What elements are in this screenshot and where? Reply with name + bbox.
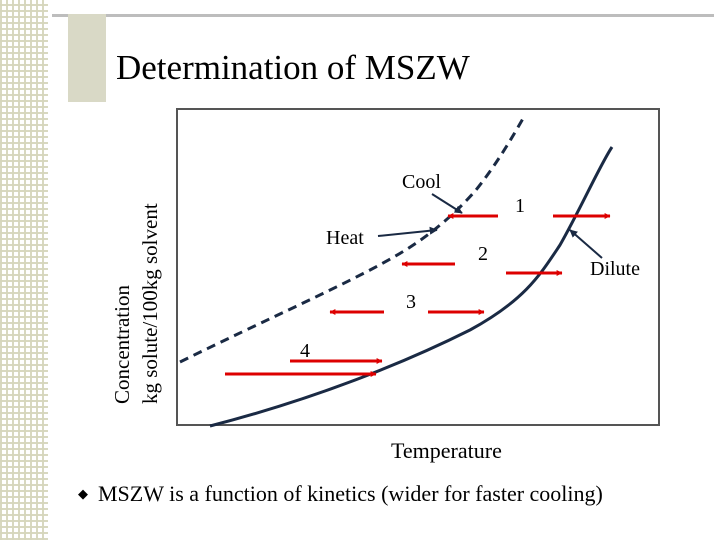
title-rule — [52, 14, 714, 17]
cool-label: Cool — [402, 171, 441, 193]
slide-title: Determination of MSZW — [116, 48, 470, 87]
bullet-point: ◆ MSZW is a function of kinetics (wider f… — [78, 480, 603, 508]
path-4-label: 4 — [300, 340, 310, 362]
left-decorative-pattern — [0, 0, 48, 540]
path-3-label: 3 — [406, 291, 416, 313]
title-accent-bar — [68, 14, 106, 102]
diamond-bullet-icon: ◆ — [78, 486, 88, 501]
heat-label: Heat — [326, 227, 364, 249]
path-2-label: 2 — [478, 243, 488, 265]
cool-pointer — [431, 193, 463, 214]
x-axis-label: Temperature — [391, 438, 502, 463]
dilute-label: Dilute — [590, 258, 640, 280]
plot-frame — [176, 108, 660, 426]
metastable-limit-curve — [179, 114, 527, 364]
path-1-label: 1 — [515, 195, 525, 217]
bullet-text: MSZW is a function of kinetics (wider fo… — [98, 481, 603, 506]
dilute-pointer — [569, 229, 603, 259]
heat-pointer — [377, 226, 438, 237]
solubility-curve — [209, 146, 614, 428]
